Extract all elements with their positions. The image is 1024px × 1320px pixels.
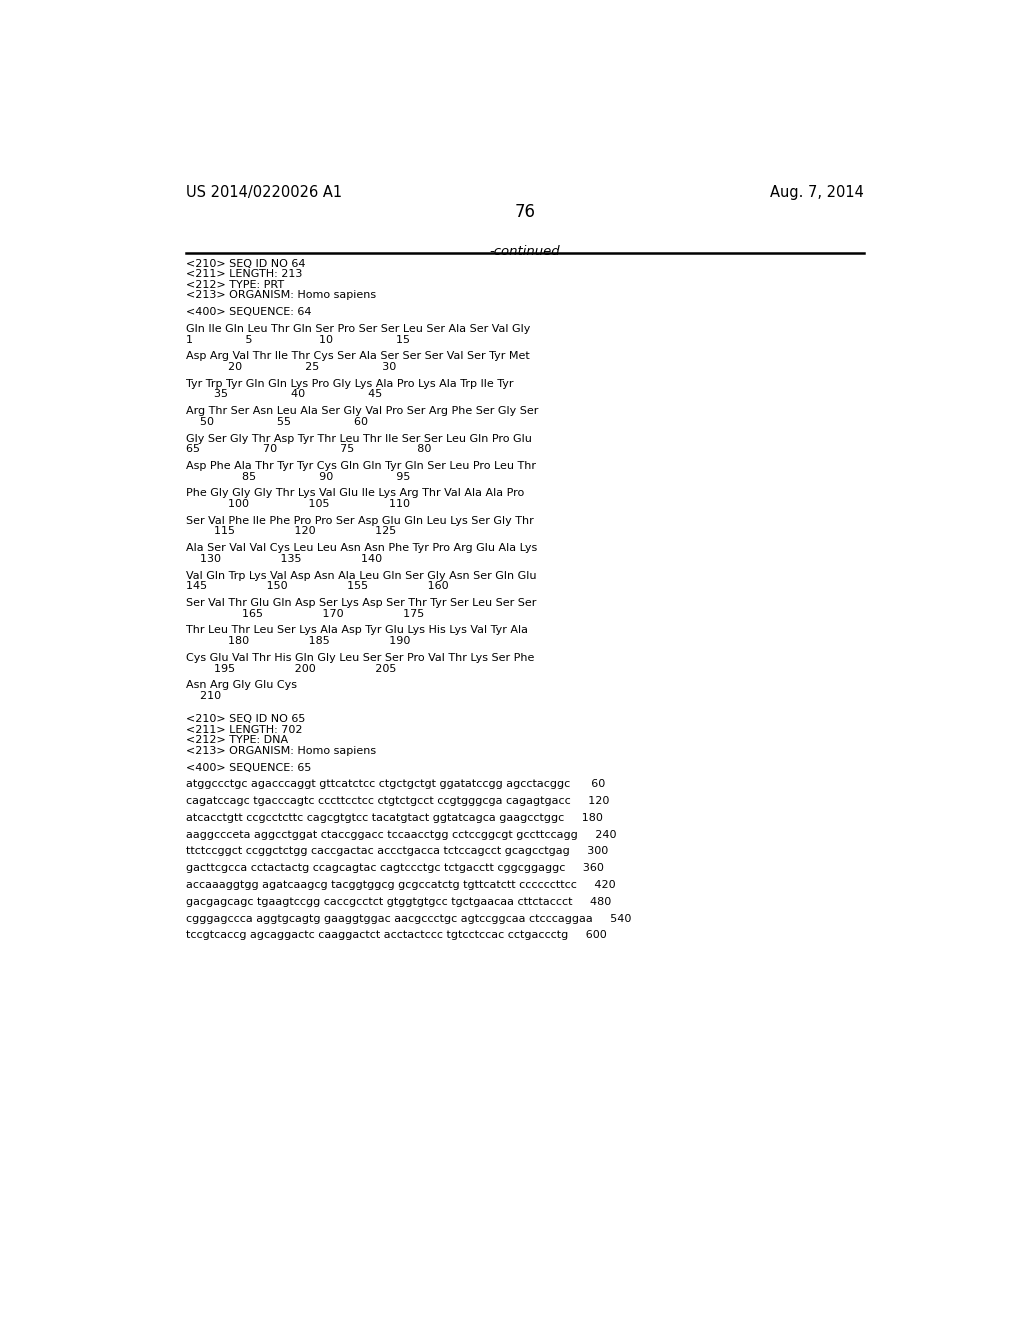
Text: <210> SEQ ID NO 65: <210> SEQ ID NO 65 — [186, 714, 305, 723]
Text: gacgagcagc tgaagtccgg caccgcctct gtggtgtgcc tgctgaacaa cttctaccct     480: gacgagcagc tgaagtccgg caccgcctct gtggtgt… — [186, 896, 611, 907]
Text: gacttcgcca cctactactg ccagcagtac cagtccctgc tctgacctt cggcggaggc     360: gacttcgcca cctactactg ccagcagtac cagtccc… — [186, 863, 604, 874]
Text: cgggagccca aggtgcagtg gaaggtggac aacgccctgc agtccggcaa ctcccaggaa     540: cgggagccca aggtgcagtg gaaggtggac aacgccc… — [186, 913, 632, 924]
Text: Gly Ser Gly Thr Asp Tyr Thr Leu Thr Ile Ser Ser Leu Gln Pro Glu: Gly Ser Gly Thr Asp Tyr Thr Leu Thr Ile … — [186, 433, 532, 444]
Text: Phe Gly Gly Gly Thr Lys Val Glu Ile Lys Arg Thr Val Ala Ala Pro: Phe Gly Gly Gly Thr Lys Val Glu Ile Lys … — [186, 488, 524, 499]
Text: atggccctgc agacccaggt gttcatctcc ctgctgctgt ggatatccgg agcctacggc      60: atggccctgc agacccaggt gttcatctcc ctgctgc… — [186, 779, 605, 789]
Text: atcacctgtt ccgcctcttc cagcgtgtcc tacatgtact ggtatcagca gaagcctggc     180: atcacctgtt ccgcctcttc cagcgtgtcc tacatgt… — [186, 813, 603, 822]
Text: 85                  90                  95: 85 90 95 — [186, 471, 411, 482]
Text: 76: 76 — [514, 203, 536, 220]
Text: 145                 150                 155                 160: 145 150 155 160 — [186, 581, 449, 591]
Text: Aug. 7, 2014: Aug. 7, 2014 — [770, 185, 864, 201]
Text: aaggccceta aggcctggat ctaccggacc tccaacctgg cctccggcgt gccttccagg     240: aaggccceta aggcctggat ctaccggacc tccaacc… — [186, 830, 616, 840]
Text: Ala Ser Val Val Cys Leu Leu Asn Asn Phe Tyr Pro Arg Glu Ala Lys: Ala Ser Val Val Cys Leu Leu Asn Asn Phe … — [186, 544, 538, 553]
Text: 115                 120                 125: 115 120 125 — [186, 527, 396, 536]
Text: 195                 200                 205: 195 200 205 — [186, 664, 396, 673]
Text: cagatccagc tgacccagtc cccttcctcc ctgtctgcct ccgtgggcga cagagtgacc     120: cagatccagc tgacccagtc cccttcctcc ctgtctg… — [186, 796, 609, 807]
Text: accaaaggtgg agatcaagcg tacggtggcg gcgccatctg tgttcatctt ccccccttcc     420: accaaaggtgg agatcaagcg tacggtggcg gcgcca… — [186, 880, 615, 890]
Text: Gln Ile Gln Leu Thr Gln Ser Pro Ser Ser Leu Ser Ala Ser Val Gly: Gln Ile Gln Leu Thr Gln Ser Pro Ser Ser … — [186, 323, 530, 334]
Text: <400> SEQUENCE: 65: <400> SEQUENCE: 65 — [186, 763, 311, 772]
Text: US 2014/0220026 A1: US 2014/0220026 A1 — [186, 185, 342, 201]
Text: ttctccggct ccggctctgg caccgactac accctgacca tctccagcct gcagcctgag     300: ttctccggct ccggctctgg caccgactac accctga… — [186, 846, 608, 857]
Text: <400> SEQUENCE: 64: <400> SEQUENCE: 64 — [186, 308, 311, 317]
Text: Tyr Trp Tyr Gln Gln Lys Pro Gly Lys Ala Pro Lys Ala Trp Ile Tyr: Tyr Trp Tyr Gln Gln Lys Pro Gly Lys Ala … — [186, 379, 514, 389]
Text: <211> LENGTH: 702: <211> LENGTH: 702 — [186, 725, 303, 734]
Text: Asn Arg Gly Glu Cys: Asn Arg Gly Glu Cys — [186, 680, 297, 690]
Text: <213> ORGANISM: Homo sapiens: <213> ORGANISM: Homo sapiens — [186, 746, 376, 756]
Text: 20                  25                  30: 20 25 30 — [186, 362, 396, 372]
Text: Asp Arg Val Thr Ile Thr Cys Ser Ala Ser Ser Ser Val Ser Tyr Met: Asp Arg Val Thr Ile Thr Cys Ser Ala Ser … — [186, 351, 529, 362]
Text: 65                  70                  75                  80: 65 70 75 80 — [186, 445, 431, 454]
Text: 130                 135                 140: 130 135 140 — [186, 554, 382, 564]
Text: tccgtcaccg agcaggactc caaggactct acctactccc tgtcctccac cctgaccctg     600: tccgtcaccg agcaggactc caaggactct acctact… — [186, 931, 607, 940]
Text: Ser Val Phe Ile Phe Pro Pro Ser Asp Glu Gln Leu Lys Ser Gly Thr: Ser Val Phe Ile Phe Pro Pro Ser Asp Glu … — [186, 516, 534, 525]
Text: Asp Phe Ala Thr Tyr Tyr Cys Gln Gln Tyr Gln Ser Leu Pro Leu Thr: Asp Phe Ala Thr Tyr Tyr Cys Gln Gln Tyr … — [186, 461, 537, 471]
Text: 50                  55                  60: 50 55 60 — [186, 417, 368, 426]
Text: 100                 105                 110: 100 105 110 — [186, 499, 411, 510]
Text: 165                 170                 175: 165 170 175 — [186, 609, 424, 619]
Text: 210: 210 — [186, 690, 221, 701]
Text: -continued: -continued — [489, 244, 560, 257]
Text: Arg Thr Ser Asn Leu Ala Ser Gly Val Pro Ser Arg Phe Ser Gly Ser: Arg Thr Ser Asn Leu Ala Ser Gly Val Pro … — [186, 407, 539, 416]
Text: <210> SEQ ID NO 64: <210> SEQ ID NO 64 — [186, 259, 305, 268]
Text: <212> TYPE: DNA: <212> TYPE: DNA — [186, 735, 288, 744]
Text: Cys Glu Val Thr His Gln Gly Leu Ser Ser Pro Val Thr Lys Ser Phe: Cys Glu Val Thr His Gln Gly Leu Ser Ser … — [186, 653, 535, 663]
Text: Thr Leu Thr Leu Ser Lys Ala Asp Tyr Glu Lys His Lys Val Tyr Ala: Thr Leu Thr Leu Ser Lys Ala Asp Tyr Glu … — [186, 626, 528, 635]
Text: 1               5                   10                  15: 1 5 10 15 — [186, 334, 411, 345]
Text: <213> ORGANISM: Homo sapiens: <213> ORGANISM: Homo sapiens — [186, 290, 376, 301]
Text: Val Gln Trp Lys Val Asp Asn Ala Leu Gln Ser Gly Asn Ser Gln Glu: Val Gln Trp Lys Val Asp Asn Ala Leu Gln … — [186, 570, 537, 581]
Text: 35                  40                  45: 35 40 45 — [186, 389, 382, 400]
Text: <211> LENGTH: 213: <211> LENGTH: 213 — [186, 269, 302, 279]
Text: <212> TYPE: PRT: <212> TYPE: PRT — [186, 280, 285, 290]
Text: 180                 185                 190: 180 185 190 — [186, 636, 411, 645]
Text: Ser Val Thr Glu Gln Asp Ser Lys Asp Ser Thr Tyr Ser Leu Ser Ser: Ser Val Thr Glu Gln Asp Ser Lys Asp Ser … — [186, 598, 537, 609]
